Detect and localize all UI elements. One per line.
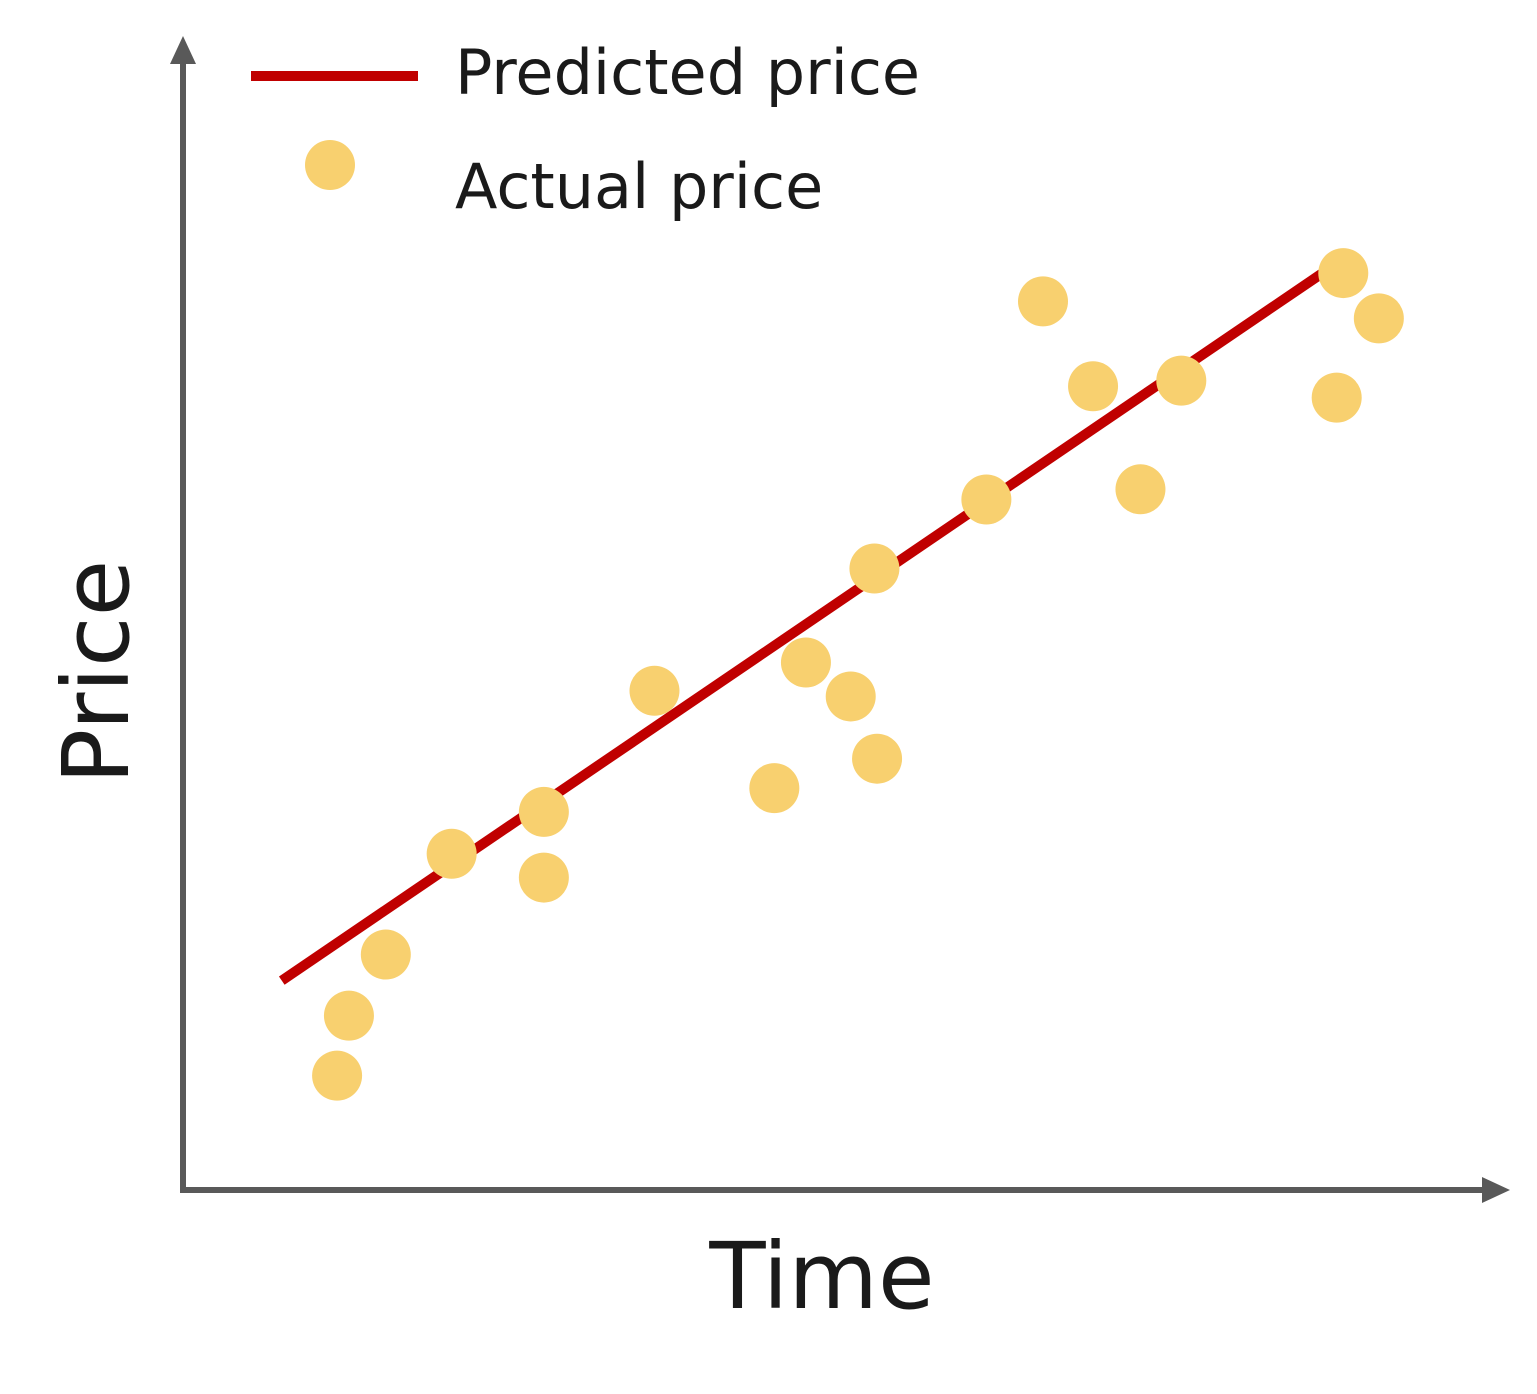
actual-price-point-20	[1353, 293, 1404, 344]
actual-price-point-11	[852, 733, 903, 784]
actual-price-point-2	[323, 990, 374, 1041]
legend: Predicted price Actual price	[251, 36, 920, 223]
actual-price-point-6	[518, 786, 569, 837]
actual-price-point-7	[629, 665, 680, 716]
axes	[170, 36, 1510, 1203]
y-axis-title: Price	[43, 560, 150, 784]
legend-actual-swatch	[305, 140, 355, 190]
legend-actual-label: Actual price	[455, 150, 823, 223]
actual-price-point-14	[1018, 276, 1069, 327]
x-axis-title: Time	[708, 1223, 934, 1330]
actual-price-point-3	[360, 929, 411, 980]
actual-price-point-19	[1318, 248, 1369, 299]
legend-predicted-label: Predicted price	[455, 36, 920, 109]
actual-price-point-9	[780, 637, 831, 688]
x-axis-arrow	[1482, 1177, 1510, 1203]
actual-price-point-17	[1156, 355, 1207, 406]
actual-price-point-8	[749, 763, 800, 814]
actual-price-point-10	[825, 671, 876, 722]
actual-price-point-1	[312, 1050, 363, 1101]
actual-price-point-16	[1115, 464, 1166, 515]
actual-price-point-15	[1068, 361, 1119, 412]
actual-price-point-5	[518, 852, 569, 903]
actual-price-point-13	[961, 474, 1012, 525]
actual-price-point-18	[1311, 372, 1362, 423]
actual-price-point-12	[849, 543, 900, 594]
actual-price-point-4	[426, 828, 477, 879]
y-axis-arrow	[170, 36, 196, 64]
series-layer	[278, 248, 1404, 1101]
